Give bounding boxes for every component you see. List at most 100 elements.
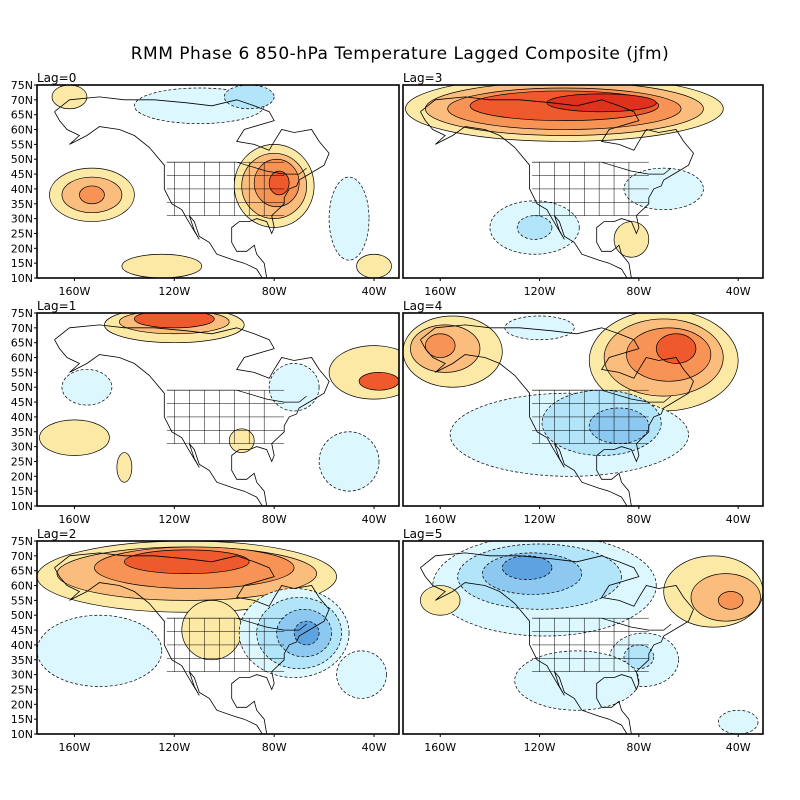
lon-label: 160W [59, 513, 91, 526]
coastline [54, 96, 330, 278]
anomaly-cool4-3 [501, 555, 553, 580]
lat-label: 55N [11, 138, 33, 151]
lat-label: 35N [11, 426, 33, 439]
panel-frame [402, 312, 764, 507]
anomaly-warm4-2 [134, 313, 215, 329]
lat-label: 10N [11, 728, 33, 741]
lat-label: 10N [11, 272, 33, 285]
lat-label: 55N [11, 366, 33, 379]
lat-label: 30N [11, 213, 33, 226]
lon-label: 160W [59, 741, 91, 754]
lon-label: 160W [59, 285, 91, 298]
anomaly-cool2-6 [516, 215, 553, 240]
lon-label: 40W [362, 285, 387, 298]
lat-label: 45N [11, 396, 33, 409]
panel-frame [36, 312, 400, 507]
panel-frame [36, 540, 400, 735]
lat-label: 60N [11, 580, 33, 593]
lon-label: 80W [626, 285, 651, 298]
anomaly-warm3-6 [717, 591, 744, 610]
lat-label: 30N [11, 669, 33, 682]
panel-frame [402, 84, 764, 279]
lon-label: 80W [262, 513, 287, 526]
anomaly-warm1-8 [613, 221, 650, 258]
lon-label: 160W [424, 741, 456, 754]
lat-label: 65N [11, 109, 33, 122]
lag-label: Lag=5 [403, 527, 442, 541]
anomaly-warm1-4 [181, 600, 243, 661]
lat-label: 50N [11, 609, 33, 622]
map-panel-0 [49, 85, 392, 278]
lon-label: 80W [262, 741, 287, 754]
lat-label: 55N [11, 594, 33, 607]
lat-label: 15N [11, 713, 33, 726]
lat-label: 35N [11, 198, 33, 211]
lat-label: 15N [11, 257, 33, 270]
lat-label: 50N [11, 381, 33, 394]
coastline [420, 96, 694, 278]
lon-label: 80W [626, 741, 651, 754]
lat-label: 20N [11, 470, 33, 483]
lon-label: 120W [158, 513, 190, 526]
lon-label: 40W [362, 741, 387, 754]
anomaly-cool1-10 [717, 709, 759, 734]
panel-frame [402, 540, 764, 735]
map-panel-1 [405, 85, 724, 278]
anomaly-cool1-11 [328, 176, 370, 261]
coastline [420, 552, 694, 734]
panel-frame [36, 84, 400, 279]
lat-label: 40N [11, 411, 33, 424]
anomaly-cool2-8 [223, 85, 275, 110]
lon-label: 80W [262, 285, 287, 298]
lat-label: 70N [11, 94, 33, 107]
lat-label: 60N [11, 352, 33, 365]
anomaly-cool1-10 [336, 650, 387, 699]
coastline [54, 552, 330, 734]
lat-label: 30N [11, 441, 33, 454]
lon-label: 120W [524, 285, 556, 298]
lat-label: 20N [11, 242, 33, 255]
lat-label: 15N [11, 485, 33, 498]
lat-label: 45N [11, 168, 33, 181]
map-panel-5 [420, 541, 763, 734]
map-panel-3 [403, 313, 739, 506]
coastline [54, 324, 330, 506]
anomaly-warm1-8 [228, 428, 255, 453]
anomaly-warm1-10 [121, 253, 203, 278]
anomaly-cool3-9 [588, 407, 650, 444]
lat-label: 40N [11, 183, 33, 196]
lat-label: 65N [11, 337, 33, 350]
lon-label: 120W [158, 741, 190, 754]
lon-label: 120W [524, 741, 556, 754]
lat-label: 20N [11, 698, 33, 711]
lag-label: Lag=4 [403, 299, 442, 313]
lag-label: Lag=3 [403, 71, 442, 85]
lat-label: 45N [11, 624, 33, 637]
lon-label: 40W [362, 513, 387, 526]
lag-label: Lag=0 [37, 71, 76, 85]
page-title: RMM Phase 6 850-hPa Temperature Lagged C… [130, 44, 670, 64]
anomaly-warm4-6 [268, 170, 290, 196]
lat-label: 75N [11, 307, 33, 320]
lat-label: 25N [11, 455, 33, 468]
lat-label: 75N [11, 79, 33, 92]
anomaly-cool4-8 [293, 620, 320, 646]
lon-label: 120W [524, 513, 556, 526]
lat-label: 35N [11, 654, 33, 667]
anomaly-warm3-2 [79, 185, 105, 205]
map-panel-2 [39, 313, 399, 506]
anomaly-warm5-4 [546, 93, 657, 113]
anomaly-cool1-9 [37, 614, 163, 687]
lon-label: 40W [726, 285, 751, 298]
lat-label: 60N [11, 124, 33, 137]
lat-label: 70N [11, 322, 33, 335]
lag-label: Lag=2 [37, 527, 76, 541]
coastline [420, 324, 694, 506]
lat-label: 75N [11, 535, 33, 548]
lat-label: 10N [11, 500, 33, 513]
lat-label: 25N [11, 683, 33, 696]
anomaly-warm4-3 [124, 549, 250, 575]
anomaly-cool1-5 [268, 363, 320, 412]
lag-label: Lag=1 [37, 299, 76, 313]
